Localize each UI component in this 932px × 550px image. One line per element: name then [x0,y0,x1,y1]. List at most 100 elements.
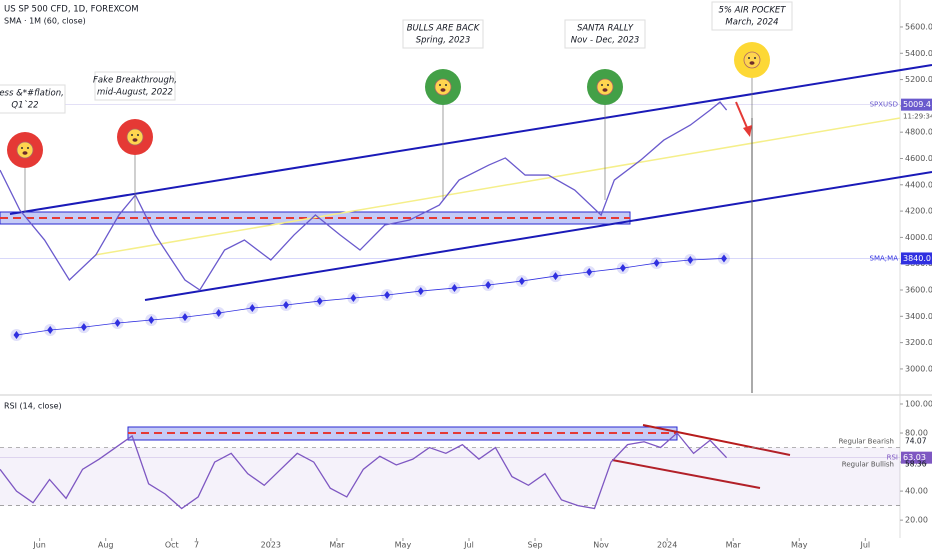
emoji-eye [131,134,133,136]
series-name: SPXUSD [870,101,898,109]
arrow-head [743,125,752,137]
annotation: ndless &*#flation, [0,89,64,99]
y-tick-label: 4200.0 [905,207,932,216]
emoji-eye [445,84,447,86]
series-line [16,258,724,336]
emoji-mouth [132,138,138,142]
emoji-eye [748,57,750,59]
rsi-band [0,447,900,506]
y-tick-label: 3600.0 [905,286,932,295]
emoji-mouth [440,88,446,92]
emoji-eye [601,84,603,86]
sma-point [619,264,626,273]
emoji-eye [607,84,609,86]
emoji-eye [754,57,756,59]
annotation: mid-August, 2022 [97,88,173,98]
sma-point [586,267,593,276]
axis: 3000.03200.03400.03600.03800.04000.04200… [32,22,932,549]
sma-point [13,330,20,339]
y-tick-label: 4400.0 [905,180,932,189]
emoji-face [596,78,614,96]
sma-point [518,277,525,286]
drawings [0,64,932,489]
sma-point [384,291,391,300]
annotation: Nov - Dec, 2023 [571,36,640,46]
emoji-eye [27,147,29,149]
channel-lower [144,171,932,301]
annotation: Q1`22 [11,100,38,111]
channel-upper [9,64,932,215]
annotation: Fake Breakthrough, [93,76,177,86]
y-tick-label: 4800.0 [905,128,932,137]
sma-point [485,281,492,290]
divergence-lower [611,459,761,489]
annotation: BULLS ARE BACK [407,24,481,34]
y-tick-label: 80.00 [905,429,928,438]
last-time: 11:29:34 [903,113,932,121]
annotation: Spring, 2023 [416,36,470,46]
emoji-mouth [22,151,28,155]
annotation: SANTA RALLY [577,24,634,34]
y-tick-label: 20.00 [905,516,928,525]
y-tick-label: 3400.0 [905,312,932,321]
x-tick-label: Jul [859,541,870,550]
y-tick-label: 5400.0 [905,49,932,58]
y-tick-label: 5200.0 [905,75,932,84]
sma-point [687,256,694,265]
last-value: 63.03 [903,453,926,462]
divergence-upper [642,424,791,456]
last-value-tag [901,252,932,265]
sma-point [47,325,54,334]
sma-point [552,272,559,281]
level-value: 74.07 [905,437,927,446]
x-tick-label: Jun [32,541,46,550]
x-tick-label: 2023 [261,541,281,550]
sma-point [720,254,727,263]
x-tick-label: Jul [463,541,474,550]
y-tick-label: 5600.0 [905,22,932,31]
emoji-eye [439,84,441,86]
y-tick-label: 40.00 [905,487,928,496]
level-name: Regular Bullish [842,460,894,468]
emoji-face [126,128,144,146]
x-tick-label: 2024 [657,541,677,550]
y-tick-label: 3000.0 [905,364,932,373]
series-name: SMA;MA [870,254,899,262]
emoji-eye [137,134,139,136]
last-value: 5009.4 [903,100,931,109]
emoji-face [16,141,34,159]
x-tick-label: Nov [593,541,609,550]
y-tick-label: 3200.0 [905,338,932,347]
sma-point [148,316,155,325]
rsi-title: RSI (14, close) [4,402,62,411]
level-value: 58.36 [905,459,927,468]
x-tick-label: Sep [528,541,543,550]
y-tick-label: 100.00 [905,399,932,408]
annotation: 5% AIR POCKET [718,6,786,16]
sma-point [653,259,660,268]
chart-title: US SP 500 CFD, 1D, FOREXCOM [4,5,139,15]
x-tick-label: Mar [329,541,345,550]
chart-subtitle: SMA · 1M (60, close) [4,17,86,26]
label-box [711,1,793,31]
emoji-face [434,78,452,96]
x-tick-label: Aug [98,541,114,550]
series-line [0,101,728,291]
sma-point [350,294,357,303]
series-line [0,432,728,510]
sma-point [215,309,222,318]
series-name: RSI [887,454,898,462]
y-tick-label: 4600.0 [905,154,932,163]
sma-point [283,301,290,310]
y-tick-label: 4000.0 [905,233,932,242]
emoji-mouth [602,88,608,92]
label-box [94,71,176,101]
last-value-tag [901,98,932,111]
sma-point [417,287,424,296]
x-tick-label: Mar [726,541,742,550]
emoji-eye [21,147,23,149]
label-box [564,19,646,49]
sma-point [181,313,188,322]
